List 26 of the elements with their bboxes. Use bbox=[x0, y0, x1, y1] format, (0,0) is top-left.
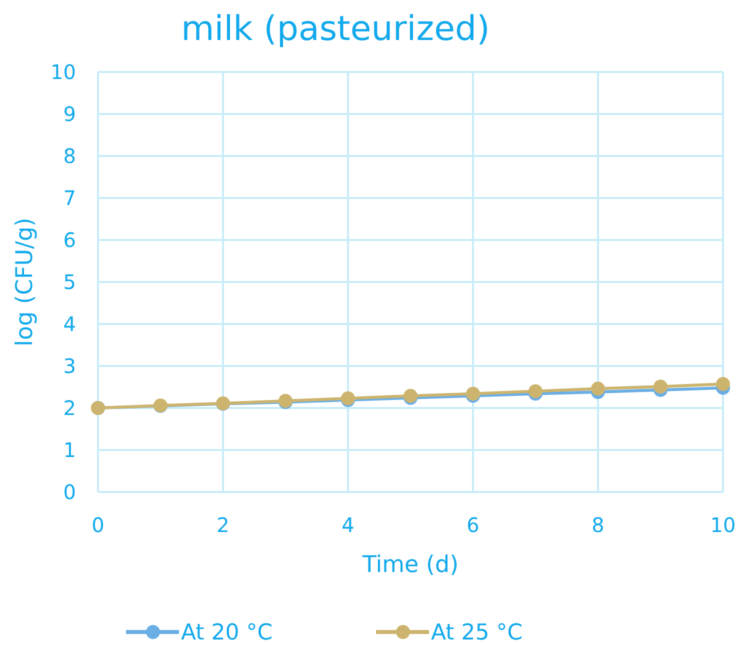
chart-title: milk (pasteurized) bbox=[181, 9, 490, 49]
point bbox=[654, 380, 668, 394]
legend-label: At 20 °C bbox=[181, 620, 273, 645]
y-tick-label: 3 bbox=[63, 354, 76, 378]
y-tick-label: 2 bbox=[63, 396, 76, 420]
x-tick-label: 6 bbox=[466, 513, 480, 537]
x-tick-label: 8 bbox=[592, 513, 604, 537]
point bbox=[591, 382, 605, 396]
point bbox=[716, 377, 730, 392]
x-axis-title: Time (d) bbox=[361, 552, 459, 578]
y-tick-label: 8 bbox=[63, 144, 76, 168]
y-tick-label: 6 bbox=[63, 228, 76, 252]
y-axis-title: log (CFU/g) bbox=[12, 218, 38, 346]
x-tick-label: 2 bbox=[216, 513, 230, 537]
y-tick-label: 9 bbox=[63, 102, 76, 126]
y-tick-label: 5 bbox=[63, 270, 76, 294]
y-tick-label: 0 bbox=[63, 480, 76, 504]
x-tick-label: 10 bbox=[710, 513, 736, 537]
x-tick-label: 4 bbox=[342, 513, 354, 537]
y-tick-label: 7 bbox=[63, 186, 76, 210]
y-tick-label: 1 bbox=[63, 438, 76, 462]
y-tick-label: 4 bbox=[63, 312, 76, 336]
legend-label: At 25 °C bbox=[431, 620, 523, 645]
y-tick-label: 10 bbox=[50, 60, 76, 84]
point bbox=[528, 384, 542, 398]
x-tick-label: 0 bbox=[92, 513, 104, 537]
